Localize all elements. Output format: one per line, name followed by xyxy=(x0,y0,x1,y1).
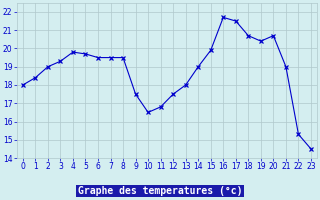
Text: Graphe des temperatures (°c): Graphe des temperatures (°c) xyxy=(78,186,242,196)
